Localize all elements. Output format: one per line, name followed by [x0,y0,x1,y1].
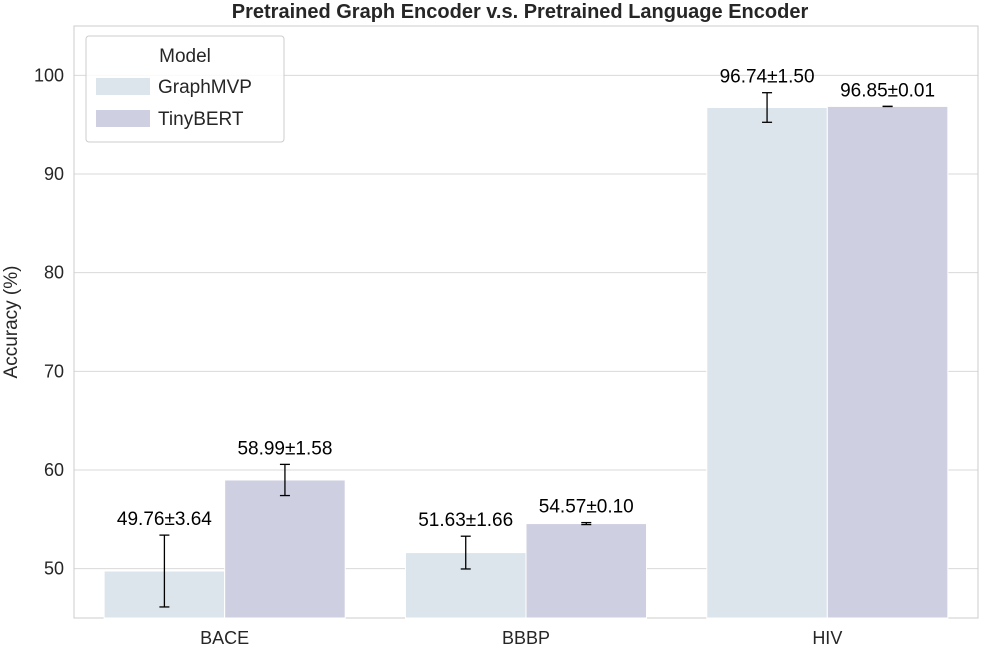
data-label: 96.74±1.50 [720,67,815,88]
bars [103,105,949,619]
legend-swatch [96,110,150,127]
error-bar [581,521,592,526]
data-label: 58.99±1.58 [237,438,332,459]
y-tick-label: 80 [44,263,64,283]
bar-tinybert-hiv [826,105,949,619]
data-label: 96.85±0.01 [840,80,935,101]
error-bar [159,534,170,608]
data-labels: 49.76±3.64 58.99±1.58 51.63±1.66 54.57±0.10… [117,67,935,532]
x-tick-labels: BACE BBBP HIV [200,628,842,645]
bar-tinybert-bace [224,479,346,619]
error-bar [460,535,471,570]
y-axis-label: Accuracy (%) [1,266,22,379]
y-tick-labels: 50 60 70 80 90 100 [34,65,64,578]
y-tick-label: 60 [44,460,64,480]
x-tick-label: BBBP [502,628,550,645]
data-label: 49.76±3.64 [117,509,212,530]
legend-title: Model [159,46,211,67]
legend-swatch [96,78,150,95]
legend-items: GraphMVP TinyBERT [96,77,252,130]
y-tick-label: 100 [34,65,64,85]
x-tick-label: HIV [812,628,842,645]
legend-label: GraphMVP [158,77,252,98]
y-tick-label: 70 [44,361,64,381]
error-bars [159,92,893,608]
data-label: 54.57±0.10 [539,497,634,518]
chart-title: Pretrained Graph Encoder v.s. Pretrained… [232,1,809,23]
error-bar [762,92,773,123]
legend: Model GraphMVP TinyBERT [85,35,285,143]
bar-tinybert-bbbp [525,523,648,619]
y-tick-label: 50 [44,559,64,579]
data-label: 51.63±1.66 [418,510,513,531]
error-bar [279,463,290,497]
bar-graphmvp-hiv [706,106,828,619]
y-tick-label: 90 [44,164,64,184]
legend-label: TinyBERT [158,109,244,130]
x-tick-label: BACE [200,628,249,645]
